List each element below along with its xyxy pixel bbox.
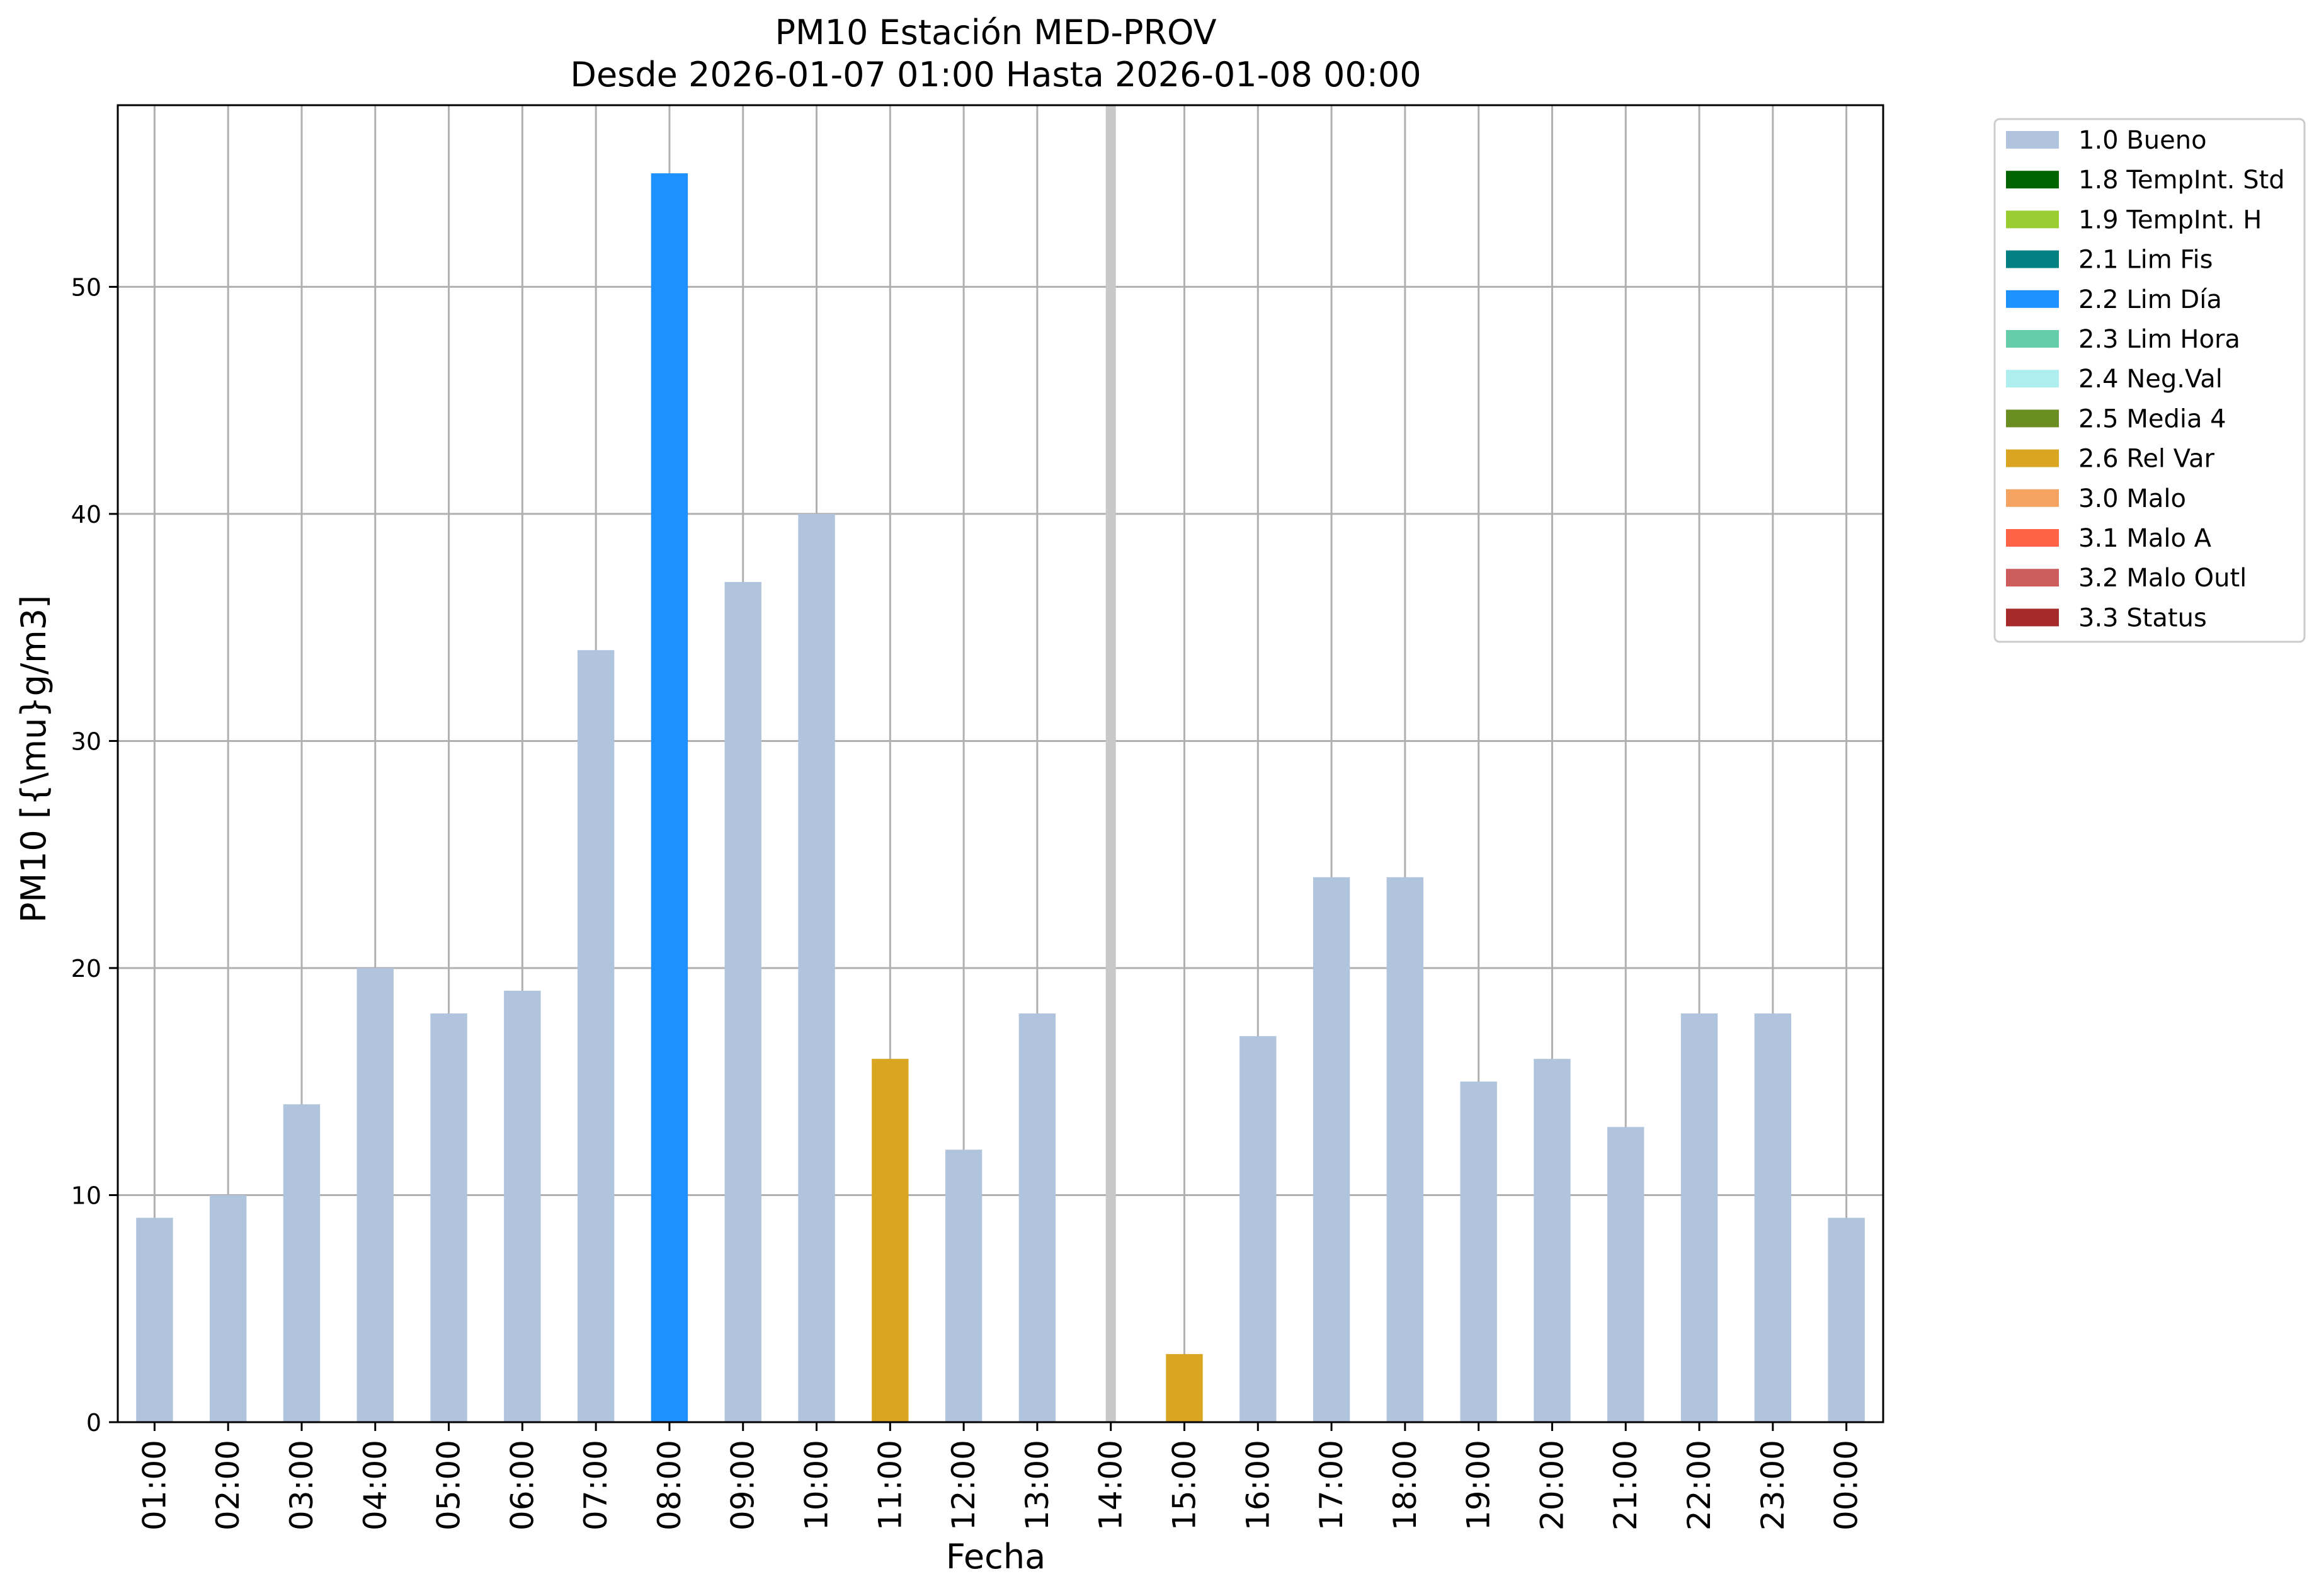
y-tick-label: 40 [71,501,101,528]
x-tick-label: 03:00 [283,1440,320,1530]
x-tick-label: 05:00 [431,1440,467,1530]
legend-swatch [2006,608,2059,627]
legend-label: 3.1 Malo A [2078,524,2212,553]
legend-label: 2.2 Lim Día [2078,285,2222,314]
bar [798,513,835,1422]
legend-label: 2.6 Rel Var [2078,445,2215,474]
plot-frame [117,104,1884,1423]
x-tick-label: 09:00 [725,1440,761,1530]
bar [1754,1013,1792,1422]
y-tick-label: 30 [71,727,101,755]
bar [1828,1217,1865,1422]
x-tick-label: 16:00 [1239,1440,1276,1530]
x-tick-label: 07:00 [578,1440,614,1530]
y-axis-label: PM10 [{\mu}g/m3] [14,595,54,923]
chart-subtitle: Desde 2026-01-07 01:00 Hasta 2026-01-08 … [570,55,1421,94]
bar [577,650,615,1422]
legend-swatch [2006,529,2059,547]
bar [1018,1013,1056,1422]
x-tick-label: 02:00 [210,1440,246,1530]
x-axis-ticks: 01:00 02:00 03:00 04:00 05:00 06:00 07:00 08:00… [136,1422,1865,1530]
legend-swatch [2006,250,2059,268]
bar [1239,1036,1277,1422]
y-tick-label: 10 [71,1182,101,1209]
x-axis-label: Fecha [946,1537,1046,1576]
y-tick-label: 20 [71,955,101,983]
legend-swatch [2006,290,2059,308]
bar [1386,877,1424,1422]
x-tick-label: 20:00 [1534,1440,1570,1530]
bar [872,1059,909,1422]
legend-label: 1.9 TempInt. H [2078,205,2262,234]
bar [724,582,761,1422]
legend-label: 2.4 Neg.Val [2078,365,2223,394]
bar [1166,1354,1203,1422]
bar [136,1217,173,1422]
bar [1680,1013,1718,1422]
x-tick-label: 11:00 [872,1440,908,1530]
legend-swatch [2006,210,2059,229]
legend-swatch [2006,409,2059,428]
bar [209,1195,247,1422]
legend-swatch [2006,370,2059,388]
legend-label: 3.0 Malo [2078,484,2186,513]
legend-swatch [2006,569,2059,587]
x-tick-label: 18:00 [1387,1440,1423,1530]
bar [1313,877,1350,1422]
legend-box [1993,118,2306,643]
x-tick-label: 10:00 [799,1440,835,1530]
legend-label: 3.2 Malo Outl [2078,564,2247,593]
bar [283,1104,321,1422]
bar [1607,1127,1644,1422]
x-tick-label: 17:00 [1313,1440,1350,1530]
x-tick-label: 23:00 [1755,1440,1791,1530]
legend-label: 1.0 Bueno [2078,126,2207,155]
y-axis-ticks: 0 10 20 30 40 50 [71,273,118,1437]
missing-data-marker [1105,105,1116,1422]
x-tick-label: 04:00 [357,1440,394,1530]
bar [945,1149,983,1422]
bar [356,967,394,1422]
missing-data-markers [1105,105,1116,1422]
bar [1460,1081,1497,1422]
legend-swatch [2006,171,2059,189]
x-tick-label: 06:00 [504,1440,540,1530]
bar [1534,1059,1571,1422]
bar [651,173,688,1423]
legend-label: 3.3 Status [2078,603,2207,632]
x-tick-label: 21:00 [1607,1440,1644,1530]
x-tick-label: 19:00 [1461,1440,1497,1530]
legend-label: 1.8 TempInt. Std [2078,166,2285,195]
x-tick-label: 08:00 [651,1440,688,1530]
x-tick-label: 15:00 [1166,1440,1202,1530]
x-tick-label: 14:00 [1093,1440,1129,1530]
x-tick-label: 13:00 [1019,1440,1056,1530]
legend-swatch [2006,131,2059,149]
legend-label: 2.3 Lim Hora [2078,325,2240,354]
legend-swatch [2006,330,2059,348]
chart-title: PM10 Estación MED-PROV [775,13,1216,52]
legend-label: 2.5 Media 4 [2078,404,2226,433]
legend-swatch [2006,449,2059,467]
x-tick-label: 01:00 [136,1440,173,1530]
bar [430,1013,467,1422]
x-tick-label: 00:00 [1828,1440,1865,1530]
legend-label: 2.1 Lim Fis [2078,246,2213,275]
y-tick-label: 50 [71,273,101,301]
bars [136,173,1865,1423]
legend: 1.0 Bueno 1.8 TempInt. Std 1.9 TempInt. H 2… [1993,118,2306,643]
x-tick-label: 12:00 [945,1440,982,1530]
x-tick-label: 22:00 [1681,1440,1718,1530]
bar [504,991,541,1422]
legend-swatch [2006,489,2059,507]
y-tick-label: 0 [86,1409,101,1437]
